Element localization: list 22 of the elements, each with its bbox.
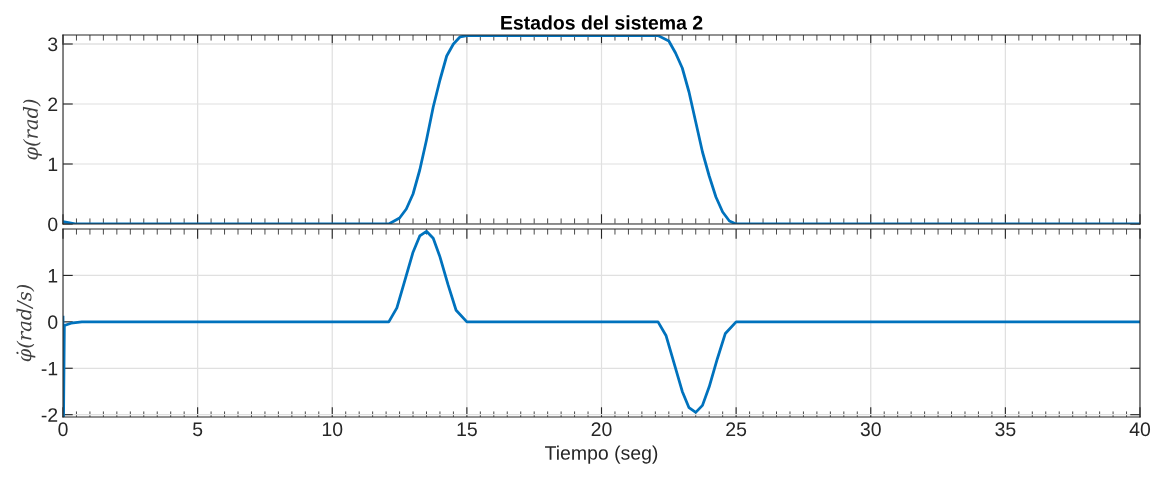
y-tick-label: 1 — [48, 269, 58, 283]
x-tick-label: 20 — [591, 422, 612, 437]
y-tick-label: 1 — [48, 157, 58, 172]
x-tick-label: 0 — [58, 422, 68, 437]
y-tick-label: -1 — [41, 361, 58, 376]
line-series — [63, 229, 1140, 417]
x-tick-label: 15 — [457, 422, 477, 437]
x-tick-label: 5 — [193, 422, 203, 437]
y-axis-title: φ̇(rad/s) — [16, 284, 36, 362]
x-tick-label: 10 — [322, 422, 343, 437]
x-tick-label: 40 — [1129, 422, 1151, 437]
x-tick-label: 35 — [995, 422, 1016, 437]
x-tick-label: 30 — [860, 422, 881, 437]
y-tick-label: 0 — [48, 315, 58, 330]
x-axis-title: Tiempo (seg) — [545, 445, 658, 464]
y-tick-label: 0 — [48, 217, 58, 232]
x-tick-label: 25 — [726, 422, 747, 437]
y-tick-label: 3 — [48, 37, 58, 52]
y-tick-label: -2 — [41, 408, 58, 422]
y-axis-title: φ(rad) — [22, 99, 42, 160]
y-tick-label: 2 — [48, 97, 58, 112]
chart-title: Estados del sistema 2 — [501, 15, 703, 30]
